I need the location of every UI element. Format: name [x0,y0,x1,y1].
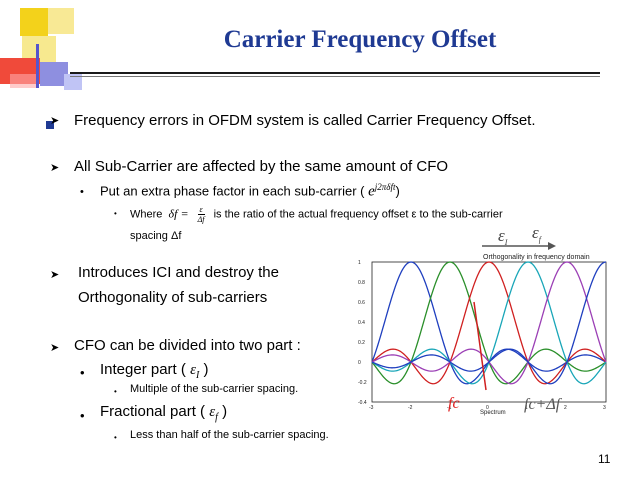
fractional-part-label: Fractional part ( [100,403,206,420]
arrow-bullet-icon: ➤ [50,162,60,174]
x-tick-label: 3 [603,405,606,411]
sub-bullet-dot: • [80,408,85,423]
annot-fc-df: fc+Δf [524,396,563,413]
bullet-text-line1: Introduces ICI and destroy the [78,264,279,281]
bullet-text-line2: Orthogonality of sub-carriers [78,289,268,306]
paren-close: ) [222,403,228,420]
annot-eps-f: εf [532,223,543,244]
plot-title: Orthogonality in frequency domain [483,254,590,261]
sub-bullet-suffix: ) [395,183,400,199]
y-tick-label: -0.4 [358,400,367,406]
y-tick-label: 0.2 [358,340,365,346]
math-subscript: I [195,370,200,381]
orthogonality-figure: εI εf Orthogonality in frequency domain … [352,222,614,422]
x-axis-label: Spectrum [480,410,506,416]
where-label: Where [130,208,163,221]
annot-eps-i: εI [498,226,508,247]
bullet-text: Frequency errors in OFDM system is calle… [74,112,536,129]
title-underline-thin [70,76,600,77]
page-number: 11 [598,452,611,466]
ratio-text: is the ratio of the actual frequency off… [213,208,503,221]
math-delta-f: δf = [168,206,189,221]
plot-area [371,261,607,403]
fraction-denominator: Δf [197,215,205,224]
bullet-marker [46,121,54,129]
x-tick-label: 0 [486,405,489,411]
y-tick-label: 0 [358,360,361,366]
annot-fc: fc [448,395,460,412]
sub-bullet-dot: • [80,365,85,380]
annot-arrow-head [548,242,556,250]
spacing-text: spacing Δf [130,230,182,242]
bullet-text: All Sub-Carrier are affected by the same… [74,158,449,175]
y-tick-label: 0.6 [358,300,365,306]
slide-title: Carrier Frequency Offset [223,26,497,53]
sub-bullet-text: Integer part ( εI ) [100,361,209,381]
orthogonality-plot: εI εf Orthogonality in frequency domain … [358,223,607,416]
sub-sub-bullet-dot: • [114,433,117,442]
y-tick-label: 0.4 [358,320,365,326]
fc-arrow [473,301,487,391]
integer-part-label: Integer part ( [100,361,186,378]
math-epsilon: ε [190,362,196,378]
title-underline [70,72,600,74]
sub-bullet-dot: • [80,186,84,198]
sub-bullet-prefix: Put an extra phase factor in each sub-ca… [100,183,365,199]
sub-bullet-text: Put an extra phase factor in each sub-ca… [100,182,400,200]
x-tick-label: -2 [408,405,413,411]
sub-sub-bullet-dot: • [114,209,117,218]
arrow-bullet-icon: ➤ [50,342,60,354]
subcarrier-curve-6 [371,261,607,385]
math-epsilon: ε [209,404,216,420]
sub-bullet-text: Fractional part ( εf ) [100,403,227,423]
sub-sub-bullet-text: Multiple of the sub-carrier spacing. [130,383,299,395]
x-tick-label: 2 [564,405,567,411]
x-tick-label: 1 [525,405,528,411]
math-exponent: j2πδft [374,182,396,192]
math-fraction: ε Δf [197,205,205,224]
sub-sub-bullet-text: Where δf = ε Δf is the ratio of the actu… [130,205,503,224]
fraction-numerator: ε [197,205,205,215]
x-tick-label: -1 [447,405,452,411]
y-tick-label: 1 [358,260,361,266]
bullet-text: CFO can be divided into two part : [74,337,301,354]
arrow-bullet-icon: ➤ [50,115,60,127]
math-subscript: f [215,412,218,423]
sub-sub-bullet-text: Less than half of the sub-carrier spacin… [130,429,329,441]
math-e: e [368,183,375,200]
y-tick-label: -0.2 [358,380,367,386]
x-tick-label: -3 [369,405,374,411]
y-tick-label: 0.8 [358,280,365,286]
sub-sub-bullet-dot: • [114,387,117,396]
paren-close: ) [203,361,209,378]
corner-decoration [0,0,110,110]
arrow-bullet-icon: ➤ [50,269,60,281]
